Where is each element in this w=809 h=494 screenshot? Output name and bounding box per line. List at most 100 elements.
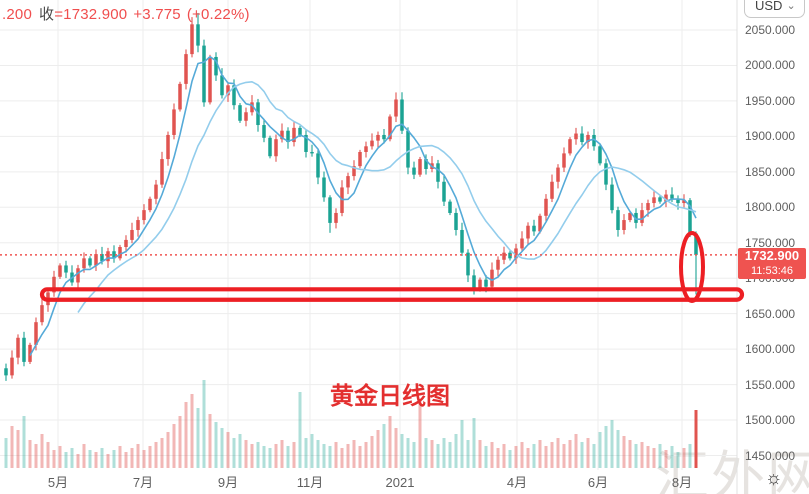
y-axis-label: 1650.000 <box>745 306 796 321</box>
candle-body <box>382 134 386 140</box>
candle-body <box>610 184 614 211</box>
ma-slow-line <box>77 81 697 313</box>
candle-body <box>316 153 320 178</box>
candle-body <box>34 322 38 345</box>
volume-bar <box>466 440 470 468</box>
volume-bar <box>394 428 398 468</box>
candle-body <box>94 254 98 266</box>
candle-body <box>250 102 254 113</box>
candle-body <box>454 212 458 230</box>
volume-bar <box>532 444 536 468</box>
highlight-ellipse-annotation <box>679 231 705 303</box>
volume-bar <box>334 442 338 468</box>
candle-body <box>670 194 674 199</box>
candle-body <box>628 212 632 221</box>
volume-bar <box>214 422 218 468</box>
volume-bar <box>676 452 680 468</box>
volume-bar <box>664 450 668 468</box>
volume-bar <box>208 414 212 468</box>
candle-body <box>496 259 500 270</box>
candle-body <box>484 279 488 287</box>
gear-icon[interactable]: ☼ <box>765 468 783 489</box>
candle-body <box>364 146 368 152</box>
volume-bar <box>562 444 566 468</box>
volume-bar <box>496 448 500 468</box>
volume-bar <box>646 446 650 468</box>
volume-bar <box>688 444 692 468</box>
volume-bar <box>190 394 194 468</box>
volume-bar <box>568 440 572 468</box>
volume-bar <box>628 440 632 468</box>
volume-bar <box>232 438 236 468</box>
candle-body <box>280 130 284 140</box>
volume-bar <box>292 442 296 468</box>
candle-body <box>268 137 272 157</box>
volume-bar <box>616 430 620 468</box>
candle-body <box>58 265 62 277</box>
volume-bar <box>508 450 512 468</box>
candle-body <box>538 215 542 232</box>
volume-bar <box>340 448 344 468</box>
volume-bar <box>580 442 584 468</box>
symbol-quote-header: .200 收=1732.900 +3.775 (+0.22%) <box>2 3 250 24</box>
current-price-tag: 1732.900 11:53:46 <box>738 247 806 279</box>
volume-bar <box>556 438 560 468</box>
candle-body <box>370 140 374 147</box>
candle-body <box>100 254 104 262</box>
candle-body <box>286 130 290 143</box>
volume-bar <box>364 442 368 468</box>
candle-body <box>244 112 248 121</box>
volume-bar <box>40 434 44 468</box>
y-axis-label: 1900.000 <box>745 129 796 144</box>
candle-body <box>682 200 686 204</box>
volume-bar <box>196 408 200 468</box>
x-axis-label: 11月 <box>296 475 324 490</box>
candle-body <box>166 134 170 160</box>
chevron-down-icon: ⌄ <box>786 0 796 12</box>
candle-body <box>154 184 158 199</box>
volume-bar <box>400 434 404 468</box>
volume-bar <box>10 426 14 468</box>
volume-bar <box>652 448 656 468</box>
volume-bar <box>172 424 176 468</box>
candle-body <box>232 85 236 106</box>
currency-selector[interactable]: USD ⌄ <box>744 0 805 18</box>
candle-body <box>346 176 350 188</box>
x-axis-label: 2021 <box>385 475 415 490</box>
candle-body <box>118 247 122 259</box>
x-axis-label: 9月 <box>217 475 239 490</box>
volume-bar <box>610 420 614 468</box>
candle-body <box>400 99 404 131</box>
volume-bar <box>286 446 290 468</box>
candle-body <box>646 203 650 211</box>
y-axis-label: 1550.000 <box>745 377 796 392</box>
volume-bar <box>178 416 182 468</box>
candle-body <box>124 239 128 248</box>
volume-bar <box>550 442 554 468</box>
candle-body <box>694 233 698 255</box>
volume-bar <box>238 434 242 468</box>
candle-body <box>226 85 230 96</box>
volume-bar <box>430 440 434 468</box>
candle-body <box>580 133 584 143</box>
volume-bar <box>76 454 80 468</box>
candle-body <box>412 167 416 175</box>
candle-body <box>4 368 8 376</box>
volume-bar <box>520 442 524 468</box>
candle-body <box>532 225 536 232</box>
candle-body <box>52 276 56 293</box>
volume-bar <box>112 450 116 468</box>
volume-bar <box>220 428 224 468</box>
volume-bar <box>202 380 206 468</box>
volume-bar <box>382 424 386 468</box>
candle-body <box>472 275 476 290</box>
candle-body <box>142 210 146 221</box>
candle-body <box>424 159 428 169</box>
candle-body <box>442 181 446 202</box>
candle-body <box>514 248 518 259</box>
volume-bar <box>514 446 518 468</box>
volume-bar <box>244 440 248 468</box>
volume-bar <box>118 446 122 468</box>
y-axis-label: 1850.000 <box>745 164 796 179</box>
